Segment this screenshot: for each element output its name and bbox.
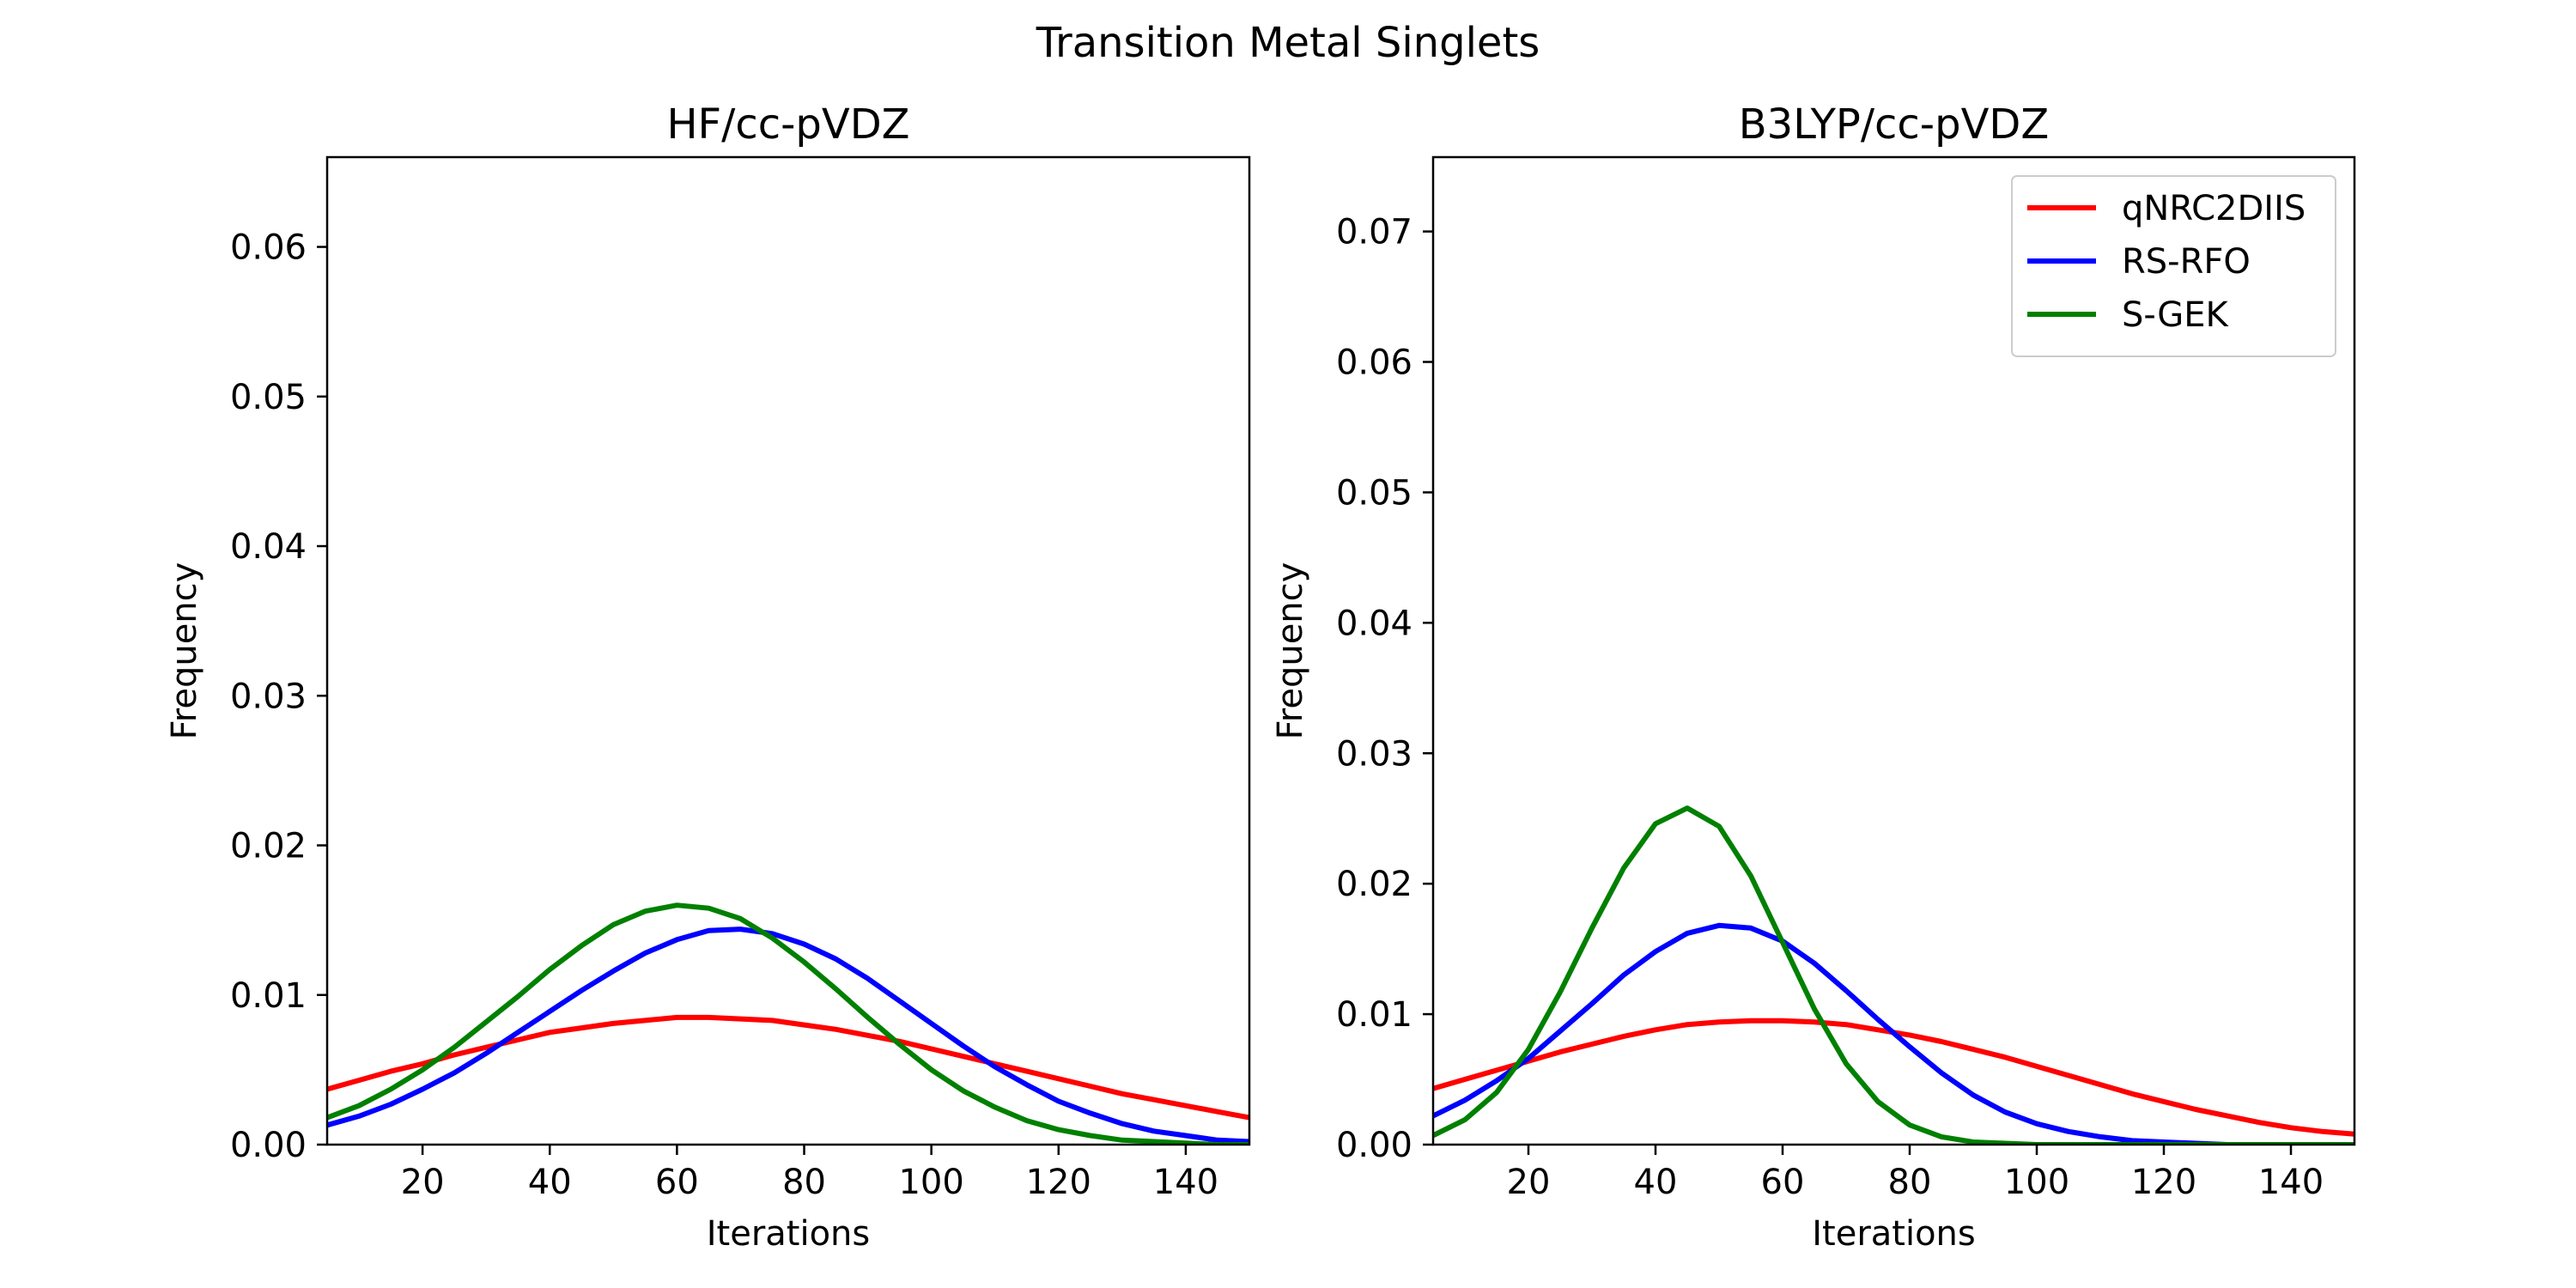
subplot-b3lyp: 20 40 60 80 100 120 140 0.00 0.01 0.02 0.03 0.04 0.0… (1271, 100, 2356, 1254)
b3lyp-x-tick-label: 140 (2258, 1163, 2324, 1202)
b3lyp-x-tick-label: 60 (1761, 1163, 1805, 1202)
subplot-hf: 20 40 60 80 100 120 140 0.00 0.01 0.02 0.03 0.04 0.0… (165, 100, 1251, 1254)
hf-series-rs-rfo-line (327, 927, 1249, 1145)
hf-x-tick-label: 120 (1026, 1163, 1091, 1202)
b3lyp-y-tick-label: 0.06 (1336, 343, 1413, 383)
b3lyp-legend-label-s-gek: S-GEK (2122, 295, 2230, 335)
b3lyp-legend-box (2011, 175, 2336, 357)
hf-y-tick-label: 0.03 (230, 677, 307, 716)
hf-series-s-gek-line (327, 902, 1249, 1145)
b3lyp-series-s-gek-line (1433, 805, 2354, 1145)
hf-x-tick-label: 40 (528, 1163, 572, 1202)
hf-x-tick-label: 100 (898, 1163, 963, 1202)
b3lyp-y-axis-label: Frequency (1271, 562, 1310, 740)
figure-title: Transition Metal Singlets (1036, 19, 1540, 67)
b3lyp-y-tick-label: 0.07 (1336, 213, 1413, 252)
hf-x-tick-label: 80 (782, 1163, 826, 1202)
hf-axes-frame (325, 155, 1251, 1146)
hf-y-tick-label: 0.06 (230, 228, 307, 268)
b3lyp-subplot-title: B3LYP/cc-pVDZ (1739, 100, 2050, 149)
b3lyp-x-tick-label: 80 (1888, 1163, 1932, 1202)
b3lyp-y-tick-label: 0.00 (1336, 1126, 1413, 1165)
b3lyp-y-tick-label: 0.04 (1336, 604, 1413, 643)
b3lyp-y-tick-label: 0.03 (1336, 734, 1413, 774)
hf-y-tick-label: 0.04 (230, 527, 307, 567)
b3lyp-x-tick-label: 20 (1507, 1163, 1551, 1202)
b3lyp-y-tick-label: 0.02 (1336, 865, 1413, 904)
hf-y-tick-label: 0.01 (230, 976, 307, 1016)
b3lyp-legend-label-qnrc2diis: qNRC2DIIS (2122, 189, 2306, 228)
hf-subplot-title: HF/cc-pVDZ (666, 100, 909, 149)
hf-y-tick-label: 0.02 (230, 827, 307, 866)
hf-x-axis-label: Iterations (707, 1214, 871, 1254)
b3lyp-legend: qNRC2DIIS RS-RFO S-GEK (2011, 175, 2336, 357)
hf-y-tick-label: 0.00 (230, 1126, 307, 1165)
b3lyp-y-tick-label: 0.01 (1336, 995, 1413, 1035)
hf-y-tick-label: 0.05 (230, 378, 307, 417)
b3lyp-x-tick-label: 100 (2004, 1163, 2069, 1202)
b3lyp-x-tick-label: 40 (1634, 1163, 1678, 1202)
hf-x-tick-label: 20 (401, 1163, 445, 1202)
b3lyp-legend-label-rs-rfo: RS-RFO (2122, 242, 2251, 282)
hf-y-axis-label: Frequency (165, 562, 204, 740)
hf-x-tick-label: 60 (655, 1163, 699, 1202)
b3lyp-axes-frame (1431, 155, 2356, 1146)
b3lyp-y-tick-label: 0.05 (1336, 473, 1413, 513)
b3lyp-x-axis-label: Iterations (1812, 1214, 1976, 1254)
b3lyp-x-tick-label: 120 (2131, 1163, 2196, 1202)
hf-series-qnrc2diis-line (327, 1014, 1249, 1121)
hf-x-tick-label: 140 (1153, 1163, 1218, 1202)
